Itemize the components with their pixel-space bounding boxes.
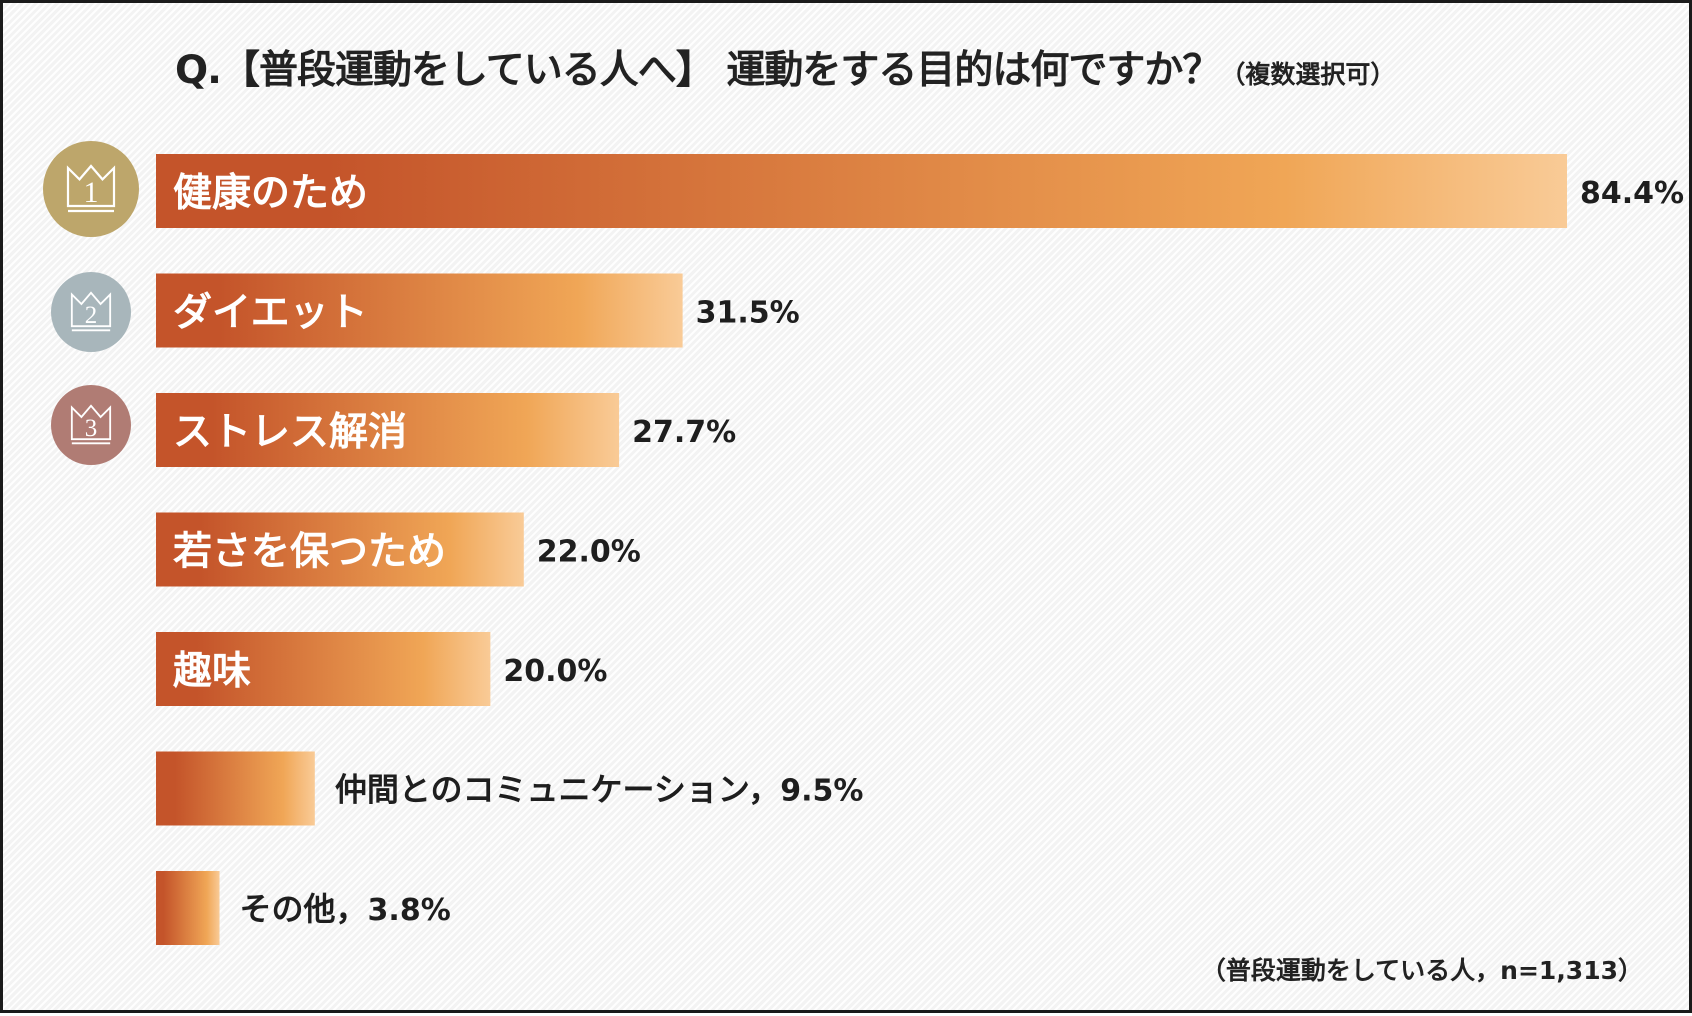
rank-badge-circle <box>51 272 131 352</box>
bar-category-label: 健康のため <box>173 171 368 216</box>
crown-icon <box>66 164 116 208</box>
bar-value-label: 3.8% <box>368 893 451 928</box>
bar-category-label: 若さを保つため <box>173 530 446 575</box>
bar-1 <box>156 273 683 348</box>
rank-badge-circle <box>43 141 139 237</box>
bar-2 <box>156 393 620 467</box>
bar-value-label: 84.4% <box>1580 176 1684 211</box>
rank-number: 1 <box>84 176 99 209</box>
rank-badge-1: 1 <box>43 141 139 237</box>
rank-badge-3: 3 <box>51 385 131 465</box>
bar-6 <box>156 871 220 945</box>
chart-title: Q.【普段運動をしている人へ】 運動をする目的は何ですか？（複数選択可） <box>175 39 1395 95</box>
chart-title-main: Q.【普段運動をしている人へ】 運動をする目的は何ですか？ <box>175 48 1221 93</box>
bar-0 <box>156 154 1567 228</box>
rank-badge-circle <box>51 385 131 465</box>
bar-value-label: 9.5% <box>780 774 863 809</box>
crown-icon <box>70 404 112 441</box>
bar-category-label: その他 <box>240 890 336 928</box>
rank-number: 2 <box>85 302 98 329</box>
crown-icon <box>70 291 112 328</box>
bar-value-label: 31.5% <box>696 296 800 331</box>
bar-outside-label: 仲間とのコミュニケーション，9.5% <box>335 771 864 809</box>
rank-badges: 1 2 3 <box>43 141 139 465</box>
bar-chart: 1 2 3 健康のため 84.4% ダイエット 31.5% ストレス解消 27.7% 若さを保つ… <box>43 141 1684 945</box>
bar-value-label: 22.0% <box>537 535 641 570</box>
rank-number: 3 <box>85 415 98 442</box>
label-separator: ， <box>336 890 368 928</box>
bar-value-label: 20.0% <box>503 654 607 689</box>
bar-value-label: 27.7% <box>632 415 736 450</box>
bar-4 <box>156 632 491 706</box>
bar-3 <box>156 512 524 587</box>
bar-category-label: ストレス解消 <box>173 410 407 455</box>
bar-5 <box>156 751 315 826</box>
footnote: （普段運動をしている人，n=1,313） <box>1200 956 1643 985</box>
bar-category-label: ダイエット <box>173 291 368 336</box>
label-separator: ， <box>748 771 780 809</box>
bar-outside-label: その他，3.8% <box>240 890 451 928</box>
bar-series: 健康のため 84.4% ダイエット 31.5% ストレス解消 27.7% 若さを保つため 22… <box>156 154 1684 945</box>
chart-title-note: （複数選択可） <box>1220 60 1396 89</box>
rank-badge-2: 2 <box>51 272 131 352</box>
bar-category-label: 趣味 <box>173 649 251 694</box>
bar-category-label: 仲間とのコミュニケーション <box>335 771 749 809</box>
